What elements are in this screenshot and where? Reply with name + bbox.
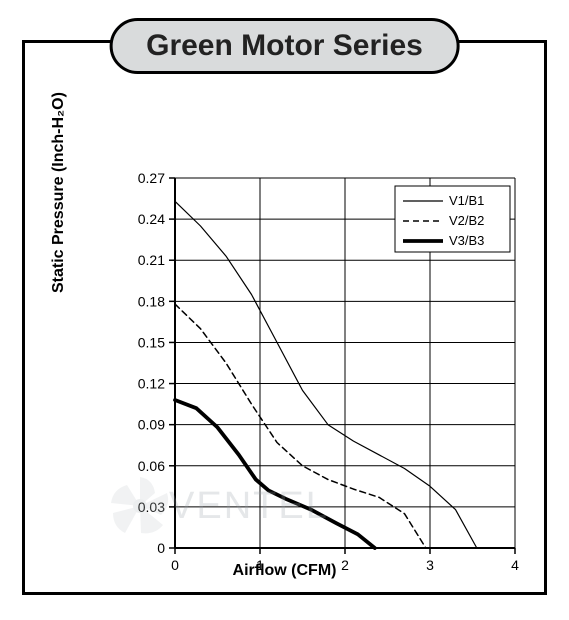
chart-area: 0123400.030.060.090.120.150.180.210.240.… [85,158,545,618]
y-axis-label: Static Pressure (Inch-H₂O) [50,92,68,293]
svg-text:V3/B3: V3/B3 [449,233,484,248]
svg-text:0.15: 0.15 [138,334,165,350]
svg-text:0.03: 0.03 [138,499,165,515]
outer-frame: VENTEL 0123400.030.060.090.120.150.180.2… [22,40,547,595]
svg-text:0.09: 0.09 [138,417,165,433]
svg-text:0.27: 0.27 [138,170,165,186]
svg-text:2: 2 [341,557,349,573]
svg-text:0.24: 0.24 [138,211,165,227]
svg-text:0.21: 0.21 [138,252,165,268]
svg-text:0.18: 0.18 [138,293,165,309]
svg-text:3: 3 [426,557,434,573]
svg-text:V2/B2: V2/B2 [449,213,484,228]
svg-text:0.12: 0.12 [138,376,165,392]
svg-text:0: 0 [171,557,179,573]
title-text: Green Motor Series [146,29,423,62]
svg-text:0: 0 [157,540,165,556]
x-axis-label: Airflow (CFM) [233,562,337,580]
line-chart: 0123400.030.060.090.120.150.180.210.240.… [85,158,545,588]
svg-text:0.06: 0.06 [138,458,165,474]
title-pill: Green Motor Series [109,18,460,74]
svg-text:V1/B1: V1/B1 [449,193,484,208]
svg-text:4: 4 [511,557,519,573]
